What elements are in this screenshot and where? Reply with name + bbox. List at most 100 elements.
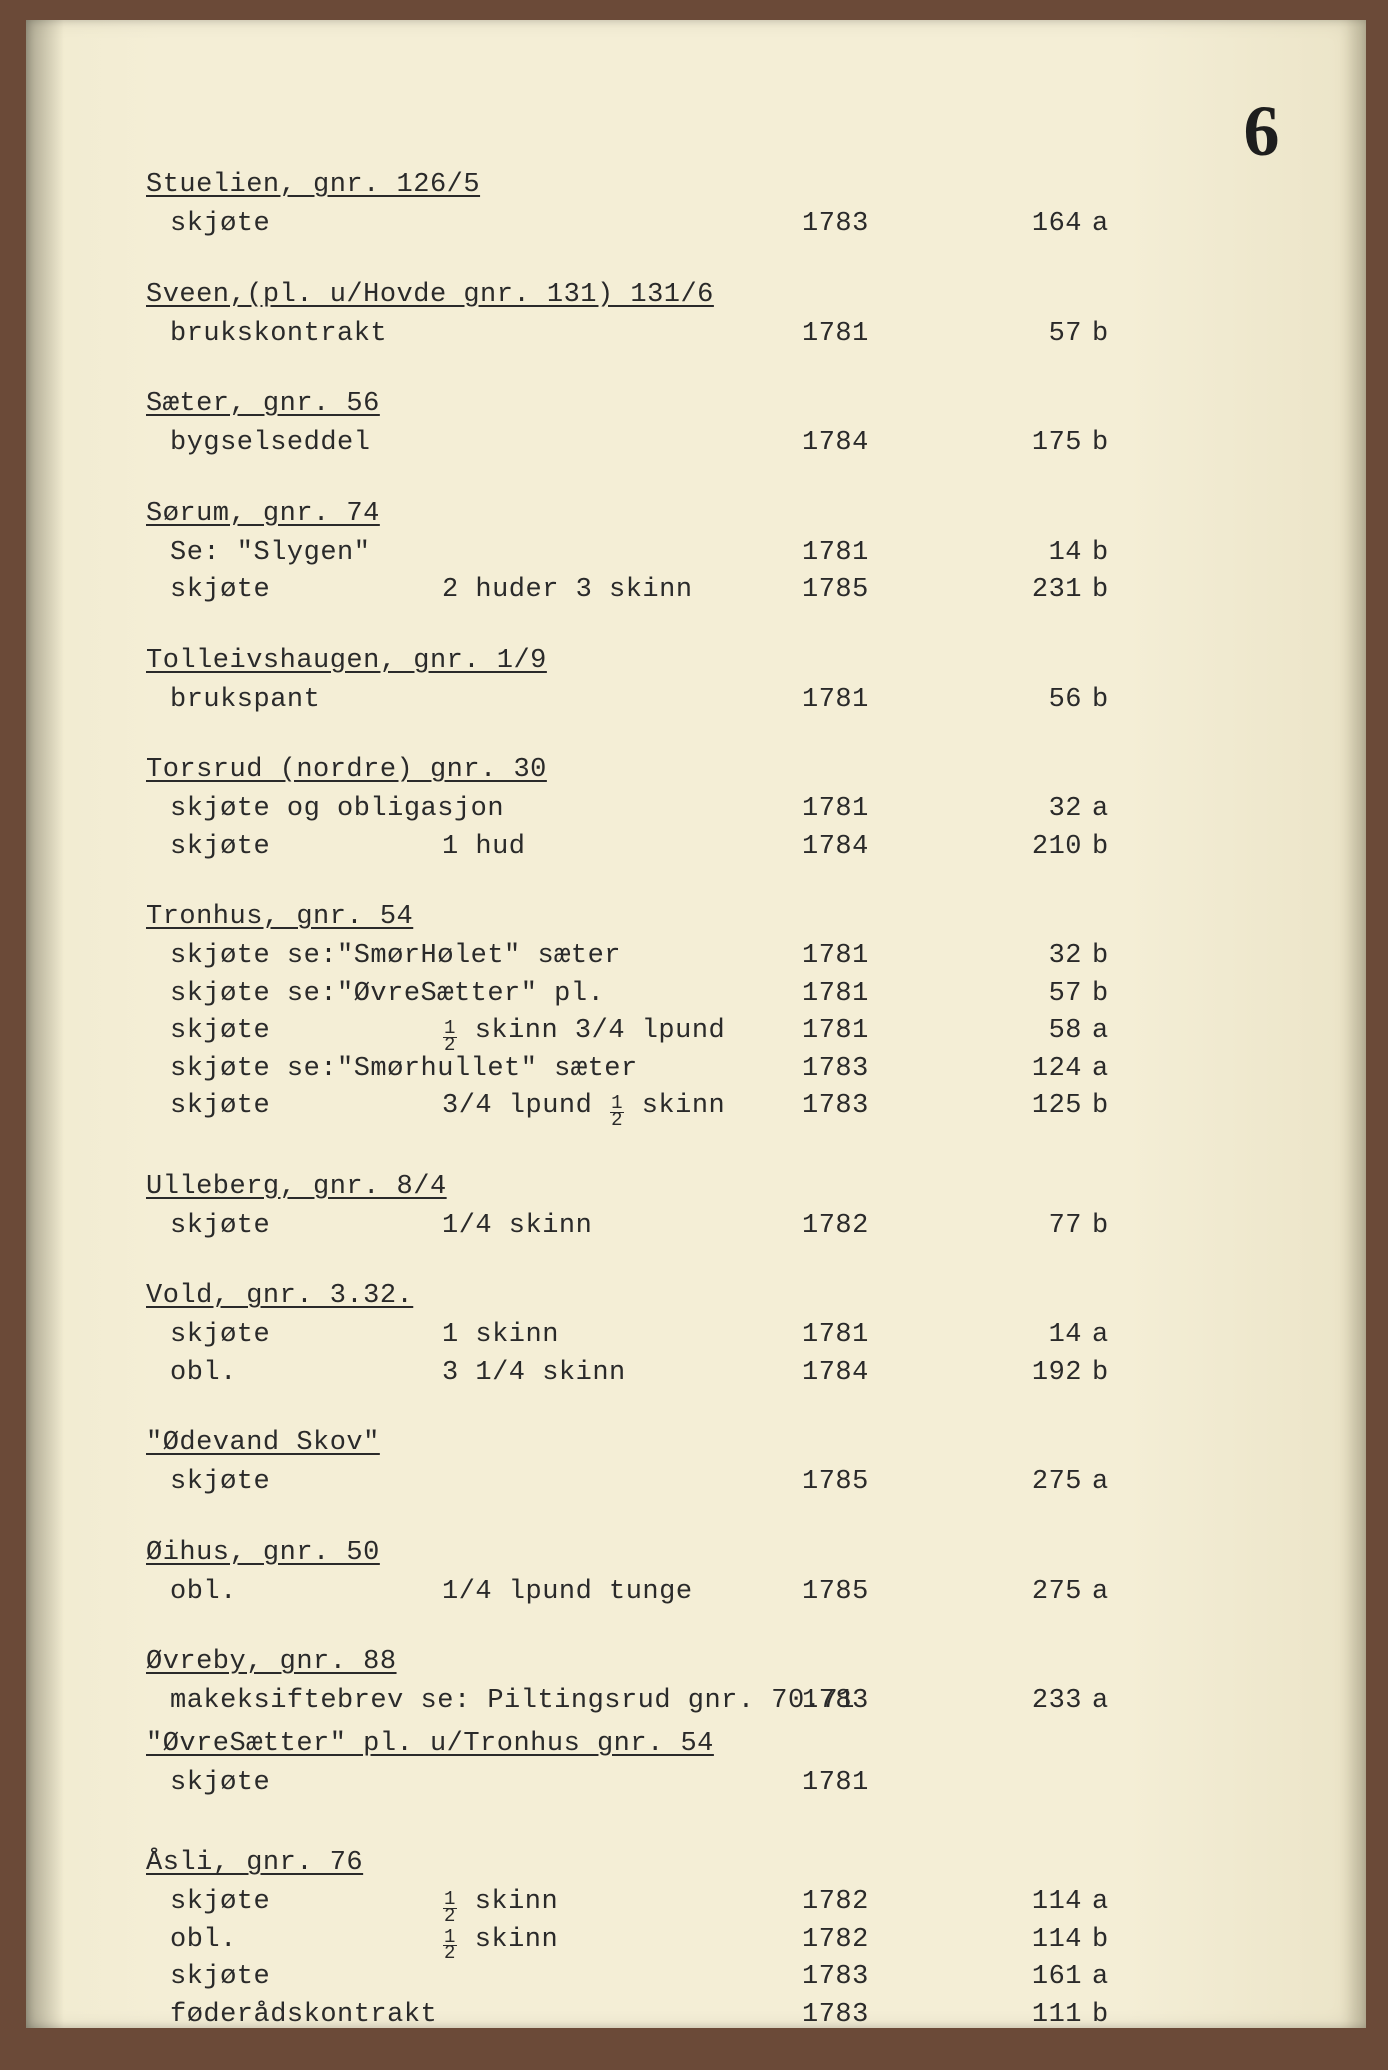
entry-description: skjøte: [146, 1884, 442, 1922]
entry-folio: 57: [1002, 316, 1082, 354]
entry-side: a: [1082, 1683, 1122, 1721]
entry-year: 1781: [802, 316, 1002, 354]
entry-description: skjøte se:"Smørhullet" sæter: [146, 1051, 802, 1089]
entry-row: skjøte1785275a: [146, 1464, 1266, 1502]
entry-detail: 3/4 lpund 12 skinn: [442, 1088, 802, 1126]
entry-side: a: [1082, 791, 1122, 829]
entry-year: 1781: [802, 1013, 1002, 1051]
entry-description: skjøte: [146, 572, 442, 610]
entry-folio: 114: [1002, 1922, 1082, 1960]
entry-row: skjøte1 skinn178114a: [146, 1317, 1266, 1355]
section-heading: Øvreby, gnr. 88: [146, 1647, 1266, 1677]
entry-row: skjøte og obligasjon178132a: [146, 791, 1266, 829]
entry-row: skjøte 1781: [146, 1765, 1266, 1803]
book-frame: 6 Stuelien, gnr. 126/5skjøte1783164aSvee…: [0, 0, 1388, 2048]
section-heading: Stuelien, gnr. 126/5: [146, 170, 1266, 200]
entry-description: Se: "Slygen": [146, 535, 442, 573]
section-heading: Tolleivshaugen, gnr. 1/9: [146, 646, 1266, 676]
entry-side: a: [1082, 206, 1122, 244]
entry-side: b: [1082, 829, 1122, 867]
section: Øvreby, gnr. 88 makeksiftebrev se: Piltin…: [146, 1647, 1266, 1721]
entry-row: skjøte2 huder 3 skinn1785231b: [146, 572, 1266, 610]
entry-side: b: [1082, 572, 1122, 610]
section-heading: Sæter, gnr. 56: [146, 389, 1266, 419]
section-heading: Sveen,(pl. u/Hovde gnr. 131) 131/6: [146, 280, 1266, 310]
entry-description: skjøte: [146, 206, 442, 244]
entry-description: makeksiftebrev se: Piltingsrud gnr. 70.7…: [146, 1683, 802, 1721]
entry-side: b: [1082, 1355, 1122, 1393]
entry-folio: 57: [1002, 976, 1082, 1014]
entry-row: obl.12 skinn1782114b: [146, 1922, 1266, 1960]
entry-row: obl.3 1/4 skinn1784192b: [146, 1355, 1266, 1393]
entry-folio: 233: [1002, 1683, 1082, 1721]
entry-description: skjøte: [146, 1464, 442, 1502]
fraction-one-half: 12: [610, 1098, 624, 1125]
entry-folio: 14: [1002, 1317, 1082, 1355]
entry-folio: 210: [1002, 829, 1082, 867]
entry-row: skjøte se:"SmørHølet" sæter178132b: [146, 938, 1266, 976]
entry-description: skjøte: [146, 1959, 442, 1997]
entry-folio: 164: [1002, 206, 1082, 244]
entry-description: skjøte: [146, 1765, 442, 1803]
entry-year: 1781: [802, 535, 1002, 573]
entry-description: obl.: [146, 1574, 442, 1612]
entry-description: skjøte: [146, 1208, 442, 1246]
entry-row: makeksiftebrev se: Piltingsrud gnr. 70.7…: [146, 1683, 1266, 1721]
page: 6 Stuelien, gnr. 126/5skjøte1783164aSvee…: [26, 20, 1366, 2028]
entry-row: obl.1/4 lpund tunge1785275a: [146, 1574, 1266, 1612]
entry-detail: 2 huder 3 skinn: [442, 572, 802, 610]
entry-folio: 231: [1002, 572, 1082, 610]
entry-year: 1782: [802, 1922, 1002, 1960]
entry-side: b: [1082, 938, 1122, 976]
entry-row: skjøte12 skinn1782114a: [146, 1884, 1266, 1922]
section-heading: Sørum, gnr. 74: [146, 499, 1266, 529]
entry-year: 1783: [802, 1959, 1002, 1997]
section: "ØvreSætter" pl. u/Tronhus gnr. 54skjøte…: [146, 1729, 1266, 1803]
entry-side: a: [1082, 1013, 1122, 1051]
entry-description: brukspant: [146, 682, 442, 720]
entry-side: b: [1082, 1997, 1122, 2035]
entry-year: 1785: [802, 1464, 1002, 1502]
entry-detail: 12 skinn: [442, 1922, 802, 1960]
entry-side: b: [1082, 1208, 1122, 1246]
entry-year: 1784: [802, 1355, 1002, 1393]
entry-description: skjøte: [146, 1013, 442, 1051]
entry-folio: 192: [1002, 1355, 1082, 1393]
entry-folio: 275: [1002, 1574, 1082, 1612]
page-content: Stuelien, gnr. 126/5skjøte1783164aSveen,…: [146, 170, 1266, 2070]
entry-row: skjøte se:"Smørhullet" sæter1783124a: [146, 1051, 1266, 1089]
entry-year: 1782: [802, 1884, 1002, 1922]
entry-detail: 1 hud: [442, 829, 802, 867]
entry-side: b: [1082, 316, 1122, 354]
page-edge: [1346, 20, 1366, 2028]
entry-folio: 125: [1002, 1088, 1082, 1126]
entry-side: b: [1082, 535, 1122, 573]
page-gutter: [26, 20, 64, 2028]
entry-description: bygselseddel: [146, 425, 442, 463]
entry-row: brukspant178156b: [146, 682, 1266, 720]
entry-description: brukskontrakt: [146, 316, 442, 354]
entry-side: b: [1082, 682, 1122, 720]
entry-year: 1783: [802, 1997, 1002, 2035]
entry-folio: 161: [1002, 1959, 1082, 1997]
section: Sørum, gnr. 74Se: "Slygen"178114bskjøte2…: [146, 499, 1266, 610]
section: Øihus, gnr. 50obl.1/4 lpund tunge1785275…: [146, 1538, 1266, 1612]
entry-row: føderådskontrakt1783111b: [146, 1997, 1266, 2035]
entry-folio: 275: [1002, 1464, 1082, 1502]
entry-row: skjøte se:"ØvreSætter" pl.178157b: [146, 976, 1266, 1014]
entry-side: a: [1082, 1574, 1122, 1612]
section-heading: Torsrud (nordre) gnr. 30: [146, 755, 1266, 785]
entry-year: 1782: [802, 1208, 1002, 1246]
entry-folio: 175: [1002, 425, 1082, 463]
section: Vold, gnr. 3.32.skjøte1 skinn178114aobl.…: [146, 1281, 1266, 1392]
page-number: 6: [1244, 90, 1281, 173]
section: Tolleivshaugen, gnr. 1/9 brukspant178156b: [146, 646, 1266, 720]
entry-year: 1785: [802, 572, 1002, 610]
entry-folio: 56: [1002, 682, 1082, 720]
entry-row: skjøte1 hud1784210b: [146, 829, 1266, 867]
entry-year: 1781: [802, 1317, 1002, 1355]
entry-row: skjøte3/4 lpund 12 skinn1783125b: [146, 1088, 1266, 1126]
entry-year: 1781: [802, 1765, 1002, 1803]
entry-description: obl.: [146, 1355, 442, 1393]
entry-year: 1781: [802, 791, 1002, 829]
